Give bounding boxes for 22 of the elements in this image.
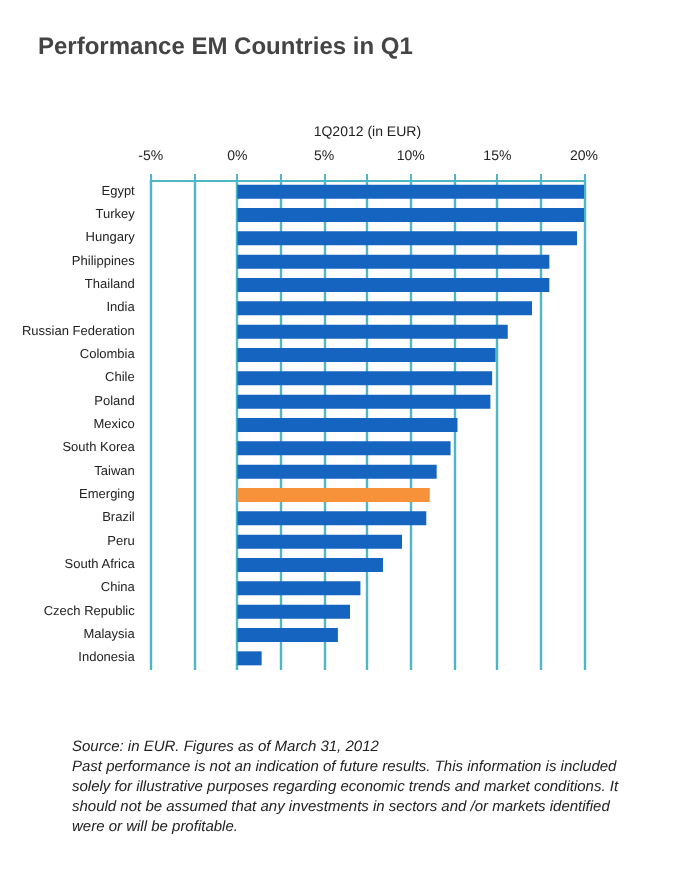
bar (237, 278, 550, 292)
chart-title: Performance EM Countries in Q1 (38, 32, 414, 60)
bar (237, 324, 508, 339)
bar (237, 511, 427, 526)
bar (237, 604, 351, 619)
bar (237, 208, 584, 222)
bar (237, 464, 437, 479)
bar (237, 184, 584, 199)
bar (237, 558, 383, 572)
bar (237, 348, 496, 362)
bar (237, 488, 430, 502)
bar (237, 254, 550, 269)
bar (237, 441, 451, 456)
bar (237, 581, 361, 596)
bar (237, 651, 262, 666)
bar (237, 418, 458, 432)
bar (237, 534, 403, 549)
bar (237, 231, 578, 246)
bar (237, 628, 338, 642)
bar (237, 301, 533, 316)
bar (237, 371, 493, 386)
bar (237, 394, 491, 409)
